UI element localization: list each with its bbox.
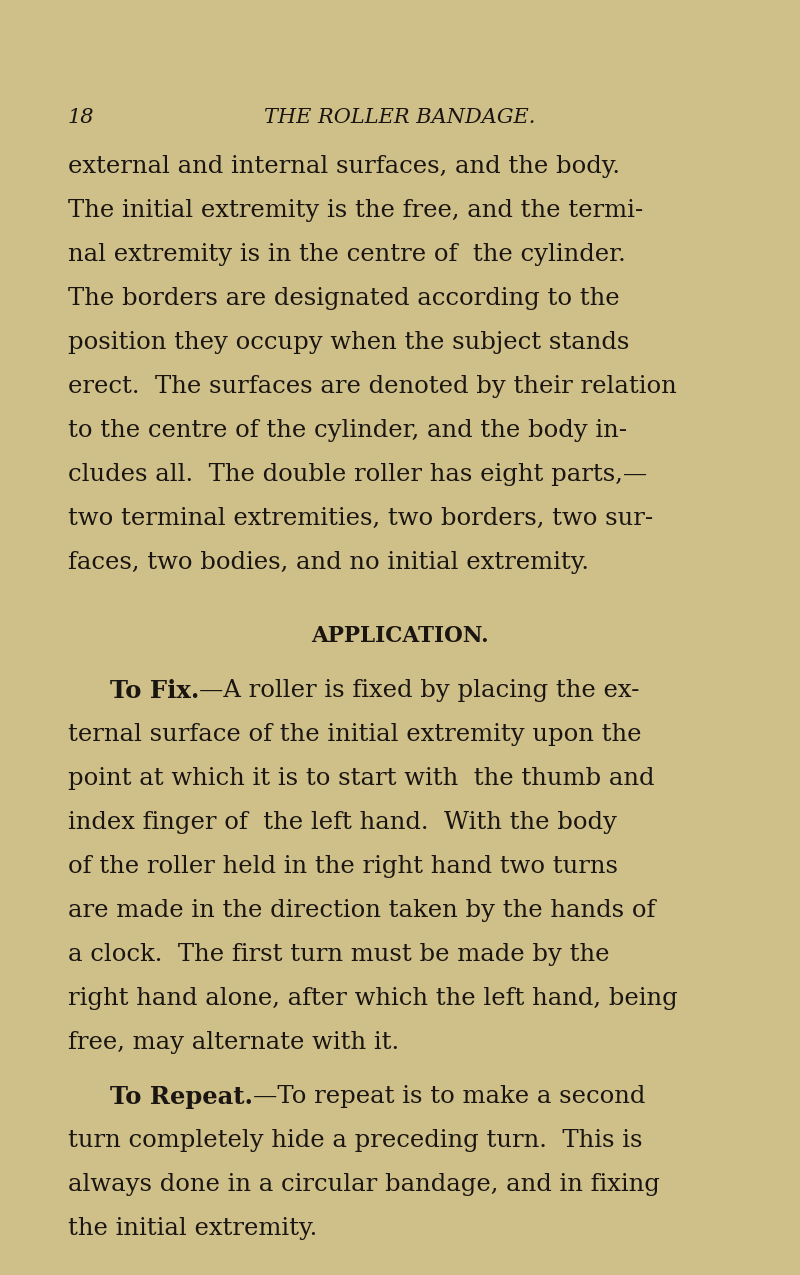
- Text: The initial extremity is the free, and the termi-: The initial extremity is the free, and t…: [68, 199, 643, 222]
- Text: APPLICATION.: APPLICATION.: [311, 625, 489, 646]
- Text: turn completely hide a preceding turn.  This is: turn completely hide a preceding turn. T…: [68, 1128, 642, 1153]
- Text: point at which it is to start with  the thumb and: point at which it is to start with the t…: [68, 768, 654, 790]
- Text: nal extremity is in the centre of  the cylinder.: nal extremity is in the centre of the cy…: [68, 244, 626, 266]
- Text: 18: 18: [68, 108, 94, 128]
- Text: —A roller is fixed by placing the ex-: —A roller is fixed by placing the ex-: [199, 680, 640, 703]
- Text: THE ROLLER BANDAGE.: THE ROLLER BANDAGE.: [264, 108, 536, 128]
- Text: The borders are designated according to the: The borders are designated according to …: [68, 287, 620, 310]
- Text: To Repeat.: To Repeat.: [110, 1085, 253, 1109]
- Text: free, may alternate with it.: free, may alternate with it.: [68, 1031, 399, 1054]
- Text: a clock.  The first turn must be made by the: a clock. The first turn must be made by …: [68, 944, 610, 966]
- Text: ternal surface of the initial extremity upon the: ternal surface of the initial extremity …: [68, 723, 642, 746]
- Text: the initial extremity.: the initial extremity.: [68, 1218, 318, 1241]
- Text: two terminal extremities, two borders, two sur-: two terminal extremities, two borders, t…: [68, 507, 654, 530]
- Text: index finger of  the left hand.  With the body: index finger of the left hand. With the …: [68, 811, 617, 834]
- Text: right hand alone, after which the left hand, being: right hand alone, after which the left h…: [68, 987, 678, 1010]
- Text: are made in the direction taken by the hands of: are made in the direction taken by the h…: [68, 899, 655, 922]
- Text: cludes all.  The double roller has eight parts,—: cludes all. The double roller has eight …: [68, 463, 647, 486]
- Text: To Fix.: To Fix.: [110, 680, 199, 703]
- Text: erect.  The surfaces are denoted by their relation: erect. The surfaces are denoted by their…: [68, 375, 677, 398]
- Text: always done in a circular bandage, and in fixing: always done in a circular bandage, and i…: [68, 1173, 660, 1196]
- Text: position they occupy when the subject stands: position they occupy when the subject st…: [68, 332, 630, 354]
- Text: faces, two bodies, and no initial extremity.: faces, two bodies, and no initial extrem…: [68, 551, 589, 574]
- Text: —To repeat is to make a second: —To repeat is to make a second: [253, 1085, 646, 1108]
- Text: of the roller held in the right hand two turns: of the roller held in the right hand two…: [68, 856, 618, 878]
- Text: external and internal surfaces, and the body.: external and internal surfaces, and the …: [68, 156, 620, 178]
- Text: to the centre of the cylinder, and the body in-: to the centre of the cylinder, and the b…: [68, 419, 627, 442]
